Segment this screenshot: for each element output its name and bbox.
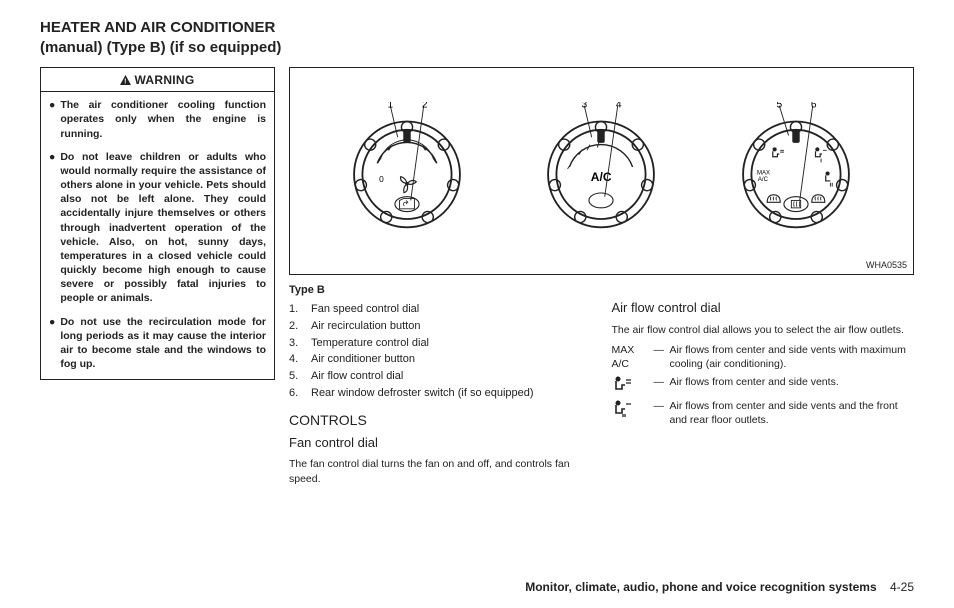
warning-item: ●Do not use the recirculation mode for l… [49,315,266,372]
warning-text: Do not leave children or adults who woul… [60,150,266,306]
legend-item: 3.Temperature control dial [289,336,592,351]
title-line1: HEATER AND AIR CONDITIONER [40,19,275,36]
warning-label: WARNING [134,73,194,87]
rear-defroster-icon [784,197,808,212]
legend-item: 2.Air recirculation button [289,319,592,334]
fan-paragraph: The fan control dial turns the fan on an… [289,457,592,485]
callout-3: 3 [582,102,588,111]
face-mode-icon [772,147,783,156]
footer-section: Monitor, climate, audio, phone and voice… [525,580,876,594]
figure-box: 0 1 [289,67,914,275]
legend-item: 5.Air flow control dial [289,369,592,384]
callout-1: 1 [388,102,394,111]
callout-4: 4 [616,102,622,111]
title-line2: (manual) (Type B) (if so equipped) [40,39,281,56]
legend-column: Type B 1.Fan speed control dial 2.Air re… [289,283,592,492]
legend-item: 1.Fan speed control dial [289,302,592,317]
svg-text:!: ! [125,79,128,86]
airflow-row: MAXA/C — Air flows from center and side … [612,343,915,371]
warning-text: The air conditioner cooling function ope… [60,98,266,141]
warning-box: ! WARNING ●The air conditioner cooling f… [40,67,275,380]
legend-list: 1.Fan speed control dial 2.Air recircula… [289,302,592,401]
fan-heading: Fan control dial [289,434,592,452]
ac-small-label: A/C [758,177,769,183]
warning-text: Do not use the recirculation mode for lo… [60,315,266,372]
airflow-table: MAXA/C — Air flows from center and side … [612,343,915,428]
callout-6: 6 [811,102,817,111]
controls-heading: CONTROLS [289,411,592,430]
warning-item: ●The air conditioner cooling function op… [49,98,266,141]
zero-label: 0 [379,174,384,184]
legend-item: 4.Air conditioner button [289,352,592,367]
fan-speed-dial: 0 1 [342,102,472,232]
ac-button-icon [589,193,613,208]
bilevel-mode-icon [815,147,826,162]
temperature-dial: A/C 3 4 [536,102,666,232]
type-b-label: Type B [289,283,592,298]
recirculation-icon [395,197,419,212]
max-ac-label: MAXA/C [612,343,654,371]
airflow-paragraph: The air flow control dial allows you to … [612,323,915,337]
bilevel-vent-icon [612,399,654,427]
airflow-row: — Air flows from center and side vents. [612,375,915,395]
foot-defrost-icon [767,195,780,202]
face-vent-icon [612,375,654,395]
footer-page: 4-25 [890,580,914,594]
warning-body: ●The air conditioner cooling function op… [41,92,274,379]
airflow-heading: Air flow control dial [612,299,915,317]
page-title: HEATER AND AIR CONDITIONER (manual) (Typ… [40,18,914,57]
legend-item: 6.Rear window defroster switch (if so eq… [289,386,592,401]
callout-5: 5 [776,102,782,111]
foot-mode-icon [825,171,832,186]
warning-triangle-icon: ! [120,73,131,89]
callout-2: 2 [422,102,428,111]
airflow-column: Air flow control dial The air flow contr… [612,283,915,492]
airflow-dial: MAX A/C 5 6 [731,102,861,232]
max-label: MAX [757,170,770,176]
front-defrost-icon [812,195,825,202]
page-footer: Monitor, climate, audio, phone and voice… [525,580,914,594]
airflow-row: — Air flows from center and side vents a… [612,399,915,427]
warning-header: ! WARNING [41,68,274,92]
figure-code: WHA0535 [866,260,907,270]
warning-item: ●Do not leave children or adults who wou… [49,150,266,306]
